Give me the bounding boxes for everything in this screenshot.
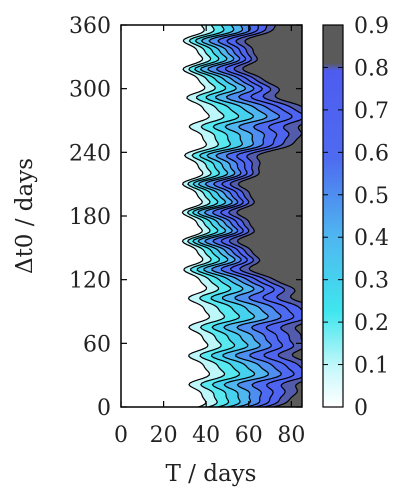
y-tick-label: 60: [83, 332, 111, 357]
y-tick-label: 180: [69, 205, 111, 230]
y-tick-label: 120: [69, 269, 111, 294]
x-tick-label: 0: [114, 423, 128, 448]
colorbar-tick-label: 0.7: [354, 99, 389, 124]
x-tick-label: 60: [235, 423, 263, 448]
colorbar-gradient: [322, 24, 344, 408]
colorbar-tick-label: 0.6: [354, 141, 389, 166]
y-tick-label: 360: [69, 14, 111, 39]
y-tick-label: 300: [69, 78, 111, 103]
y-tick-label: 240: [69, 141, 111, 166]
colorbar-tick-label: 0.9: [354, 14, 389, 39]
x-tick-label: 20: [150, 423, 178, 448]
x-axis: 0 20 40 60 80: [114, 25, 305, 448]
contour-fills: [181, 25, 302, 407]
plot-area: [120, 24, 303, 408]
colorbar-tick-label: 0.2: [354, 311, 389, 336]
contour-band: [236, 25, 302, 407]
x-axis-label: T / days: [166, 461, 257, 487]
x-tick-label: 80: [277, 423, 305, 448]
colorbar-tick-label: 0: [354, 396, 368, 421]
colorbar-ticks: 0 0.1 0.2 0.3 0.4 0.5 0.6 0.7 0.8 0.9: [323, 14, 389, 421]
y-axis-label: Δt0 / days: [12, 158, 38, 274]
colorbar-tick-label: 0.1: [354, 354, 389, 379]
y-axis: 0 60 120 180 240 300 360: [69, 14, 302, 421]
x-tick-label: 40: [192, 423, 220, 448]
y-tick-label: 0: [97, 396, 111, 421]
colorbar-tick-label: 0.8: [354, 56, 389, 81]
colorbar: 0 0.1 0.2 0.3 0.4 0.5 0.6 0.7 0.8 0.9: [322, 14, 389, 421]
colorbar-tick-label: 0.4: [354, 226, 389, 251]
colorbar-tick-label: 0.3: [354, 269, 389, 294]
colorbar-tick-label: 0.5: [354, 184, 389, 209]
